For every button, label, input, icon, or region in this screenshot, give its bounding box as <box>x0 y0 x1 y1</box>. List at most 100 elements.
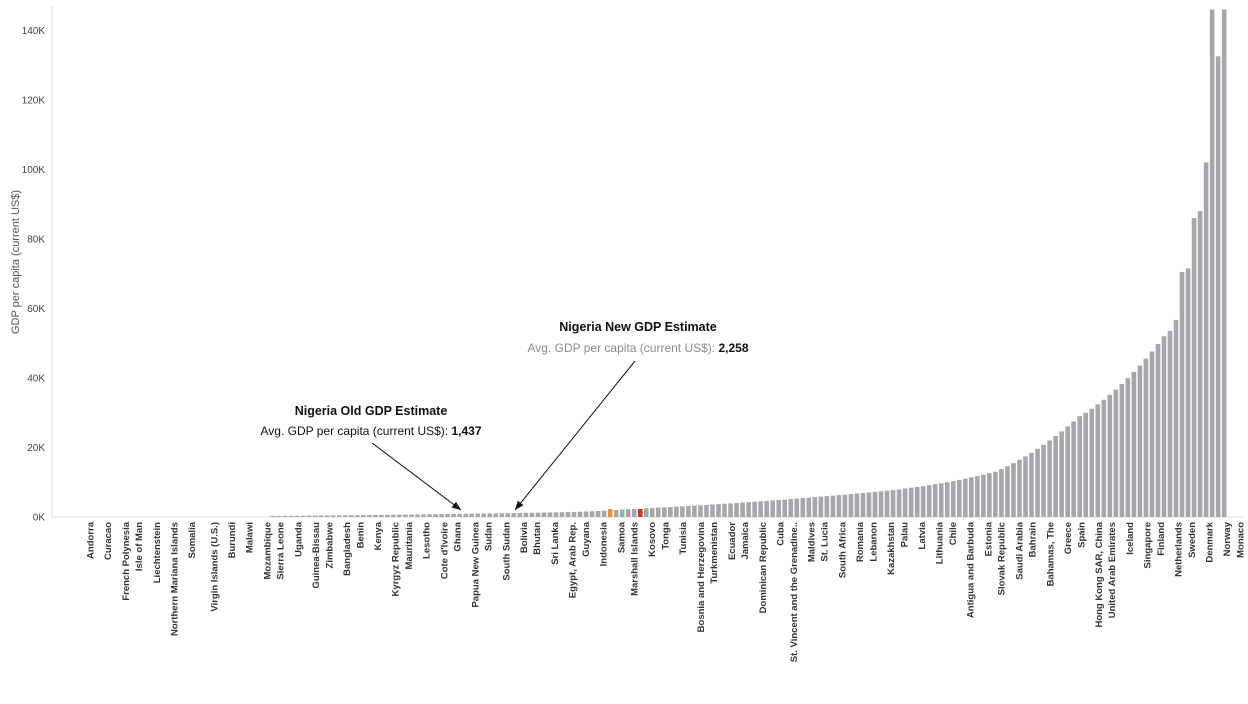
x-tick-label: Lithuania <box>935 521 946 564</box>
bar <box>788 499 794 517</box>
bar <box>993 471 998 517</box>
x-tick-label: Bahrain <box>1028 522 1039 558</box>
bar <box>1143 358 1149 517</box>
x-tick-label: Kazakhstan <box>886 522 897 575</box>
bar <box>1029 452 1034 517</box>
bar <box>373 514 378 517</box>
bar <box>1059 431 1064 517</box>
x-tick-label: Mauritania <box>404 521 415 569</box>
x-tick-label: Samoa <box>616 521 627 553</box>
bar <box>589 511 595 517</box>
x-tick-label: Ghana <box>453 521 464 551</box>
x-tick-label: Zimbabwe <box>324 522 335 568</box>
bar <box>746 502 751 517</box>
bar <box>806 497 812 517</box>
bar <box>1095 404 1101 517</box>
bar <box>493 513 499 517</box>
bar <box>686 505 691 517</box>
bar <box>433 514 438 517</box>
x-tick-label: St. Vincent and the Grenadine.. <box>789 522 800 662</box>
bar <box>884 490 890 517</box>
bar <box>914 486 920 517</box>
bar <box>908 487 914 517</box>
x-tick-label: Greece <box>1063 522 1074 554</box>
x-tick-label: Palau <box>899 522 910 548</box>
bar <box>740 502 745 517</box>
y-tick-label: 120K <box>22 95 46 106</box>
bar <box>1161 336 1167 517</box>
bar <box>391 514 396 517</box>
x-tick-label: Sri Lanka <box>550 521 561 564</box>
bar <box>1197 211 1203 517</box>
bar <box>577 511 583 517</box>
bar <box>878 491 884 517</box>
bar <box>649 507 655 517</box>
bar <box>969 477 974 517</box>
x-tick-label: Hong Kong SAR, China <box>1094 521 1105 627</box>
x-tick-label: Guyana <box>581 521 592 557</box>
x-tick-label: Kosovo <box>647 522 658 557</box>
bar <box>499 513 505 517</box>
bar <box>692 505 697 517</box>
bar <box>1071 421 1076 517</box>
x-tick-label: United Arab Emirates <box>1107 522 1118 618</box>
x-tick-label: Indonesia <box>599 521 610 566</box>
bar <box>1005 466 1010 517</box>
bar <box>963 478 968 517</box>
bar <box>445 514 450 517</box>
bar <box>944 482 950 517</box>
x-tick-label: Estonia <box>983 521 994 556</box>
x-tick-label: Jamaica <box>740 521 751 559</box>
bar <box>469 513 474 517</box>
x-tick-label: Mozambique <box>262 522 273 580</box>
x-tick-label: Netherlands <box>1174 522 1185 577</box>
y-tick-label: 140K <box>22 26 46 37</box>
x-tick-label: Denmark <box>1205 521 1216 562</box>
x-tick-label: Sierra Leone <box>276 522 287 580</box>
old-estimate-arrow <box>371 442 462 511</box>
x-tick-label: Bolivia <box>519 521 530 553</box>
bar <box>361 515 366 517</box>
bar <box>1131 371 1137 517</box>
x-tick-label: Papua New Guinea <box>470 521 481 607</box>
bar <box>1047 440 1052 517</box>
bar <box>1185 268 1191 517</box>
bar <box>306 515 312 517</box>
bar <box>662 507 667 517</box>
x-tick-group: Andorra Curacao French Polynesia Isle of Ma… <box>86 521 1247 662</box>
bar <box>1101 399 1107 517</box>
new-estimate-title: Nigeria New GDP Estimate <box>559 320 717 334</box>
x-tick-label: Cuba <box>776 521 787 545</box>
x-tick-label: Bahamas, The <box>1045 522 1056 586</box>
bar <box>830 495 836 517</box>
new-estimate-value: 2,258 <box>718 341 748 355</box>
bar <box>379 514 384 517</box>
bar <box>872 491 878 517</box>
bar <box>680 506 685 517</box>
bar <box>950 481 956 517</box>
x-tick-label: Sudan <box>484 522 495 551</box>
bar <box>348 515 354 517</box>
bar <box>668 507 673 517</box>
bar <box>656 507 661 517</box>
x-tick-label: Romania <box>855 521 866 562</box>
bar <box>487 513 493 517</box>
bar <box>367 515 372 517</box>
bar <box>1077 416 1082 517</box>
old-estimate-annotation: Nigeria Old GDP Estimate Avg. GDP per ca… <box>261 404 482 511</box>
bar <box>932 484 938 517</box>
x-tick-label: Virgin Islands (U.S.) <box>209 522 220 612</box>
x-tick-label: Finland <box>1156 522 1167 556</box>
x-tick-label: Malawi <box>245 522 256 553</box>
bar <box>463 513 468 517</box>
x-tick-label: Bangladesh <box>342 522 353 576</box>
bar <box>1215 56 1221 517</box>
bar <box>1125 378 1131 517</box>
old-estimate-arrowhead <box>451 501 461 510</box>
x-tick-label: Egypt, Arab Rep. <box>568 522 579 598</box>
bar <box>824 496 830 517</box>
x-tick-label: Marshall Islands <box>630 522 641 596</box>
x-tick-label: Spain <box>1076 522 1087 548</box>
bar <box>800 498 806 517</box>
bar <box>324 515 330 517</box>
